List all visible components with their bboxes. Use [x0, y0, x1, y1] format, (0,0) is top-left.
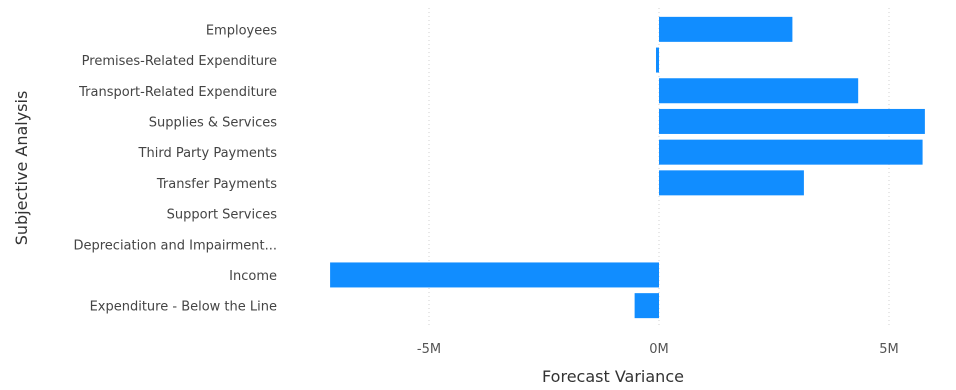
- bar[interactable]: [634, 293, 659, 319]
- category-label: Expenditure - Below the Line: [90, 300, 277, 315]
- category-label: Employees: [206, 23, 277, 38]
- bar[interactable]: [659, 170, 804, 196]
- x-axis-title: Forecast Variance: [542, 367, 684, 386]
- category-label: Depreciation and Impairment...: [73, 238, 277, 253]
- category-labels: Employees Premises-Related Expenditure Tra…: [73, 23, 277, 314]
- bar[interactable]: [659, 139, 923, 165]
- x-tick-label: -5M: [417, 342, 441, 357]
- category-label: Transport-Related Expenditure: [78, 85, 277, 100]
- bars: [330, 16, 925, 319]
- category-label: Third Party Payments: [138, 146, 278, 161]
- category-label: Transfer Payments: [156, 177, 277, 192]
- x-tick-label: 5M: [879, 342, 899, 357]
- category-label: Support Services: [167, 208, 278, 223]
- category-label: Supplies & Services: [149, 115, 277, 130]
- category-label: Premises-Related Expenditure: [82, 54, 277, 69]
- bar[interactable]: [330, 262, 659, 288]
- category-label: Income: [229, 269, 277, 284]
- bar[interactable]: [656, 47, 659, 73]
- bar[interactable]: [659, 16, 793, 42]
- tick-labels: -5M 0M 5M: [417, 342, 899, 357]
- y-axis-title: Subjective Analysis: [12, 91, 31, 246]
- bar[interactable]: [659, 108, 925, 134]
- x-tick-label: 0M: [649, 342, 669, 357]
- bar[interactable]: [659, 78, 859, 104]
